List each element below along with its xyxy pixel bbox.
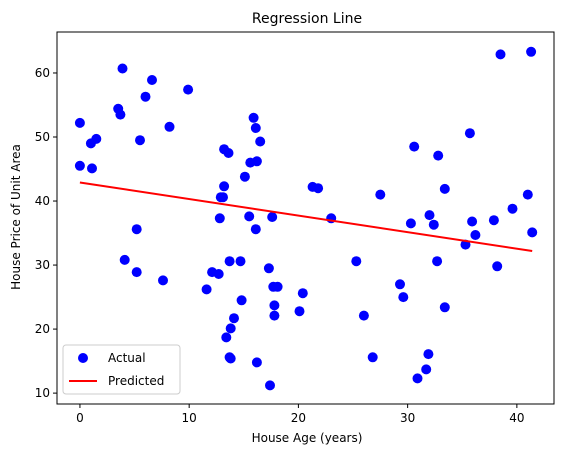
- data-point: [432, 256, 443, 267]
- data-point: [358, 310, 369, 321]
- data-point: [269, 300, 280, 311]
- x-tick-label: 30: [400, 411, 415, 425]
- data-point: [395, 279, 405, 290]
- data-point: [269, 310, 280, 321]
- data-point: [313, 183, 324, 194]
- data-point: [433, 150, 444, 161]
- data-point: [526, 46, 537, 57]
- chart-title: Regression Line: [252, 11, 362, 27]
- data-point: [351, 256, 362, 267]
- data-point: [251, 357, 262, 368]
- legend: Actual Predicted: [62, 344, 181, 395]
- x-tick-label: 40: [509, 411, 524, 425]
- data-point: [265, 380, 275, 391]
- data-point: [223, 148, 234, 158]
- data-point: [409, 141, 420, 152]
- legend-actual-marker: [78, 353, 88, 363]
- data-point: [250, 224, 261, 235]
- data-point: [263, 263, 274, 274]
- data-point: [225, 353, 236, 364]
- data-point: [117, 63, 128, 74]
- y-axis-label: House Price of Unit Area: [9, 144, 23, 290]
- plot-frame: [56, 31, 555, 405]
- data-point: [405, 218, 416, 229]
- data-point: [219, 181, 230, 192]
- data-point: [158, 275, 168, 286]
- data-point: [367, 352, 378, 363]
- data-point: [272, 281, 283, 292]
- data-point: [218, 192, 228, 203]
- legend-predicted-label: Predicted: [108, 374, 164, 388]
- data-point: [135, 135, 145, 146]
- data-point: [470, 230, 481, 240]
- data-point: [255, 136, 266, 147]
- data-point: [297, 288, 308, 299]
- data-point: [424, 210, 435, 221]
- data-marks: [74, 46, 538, 391]
- y-tick-label: 30: [35, 258, 50, 272]
- data-point: [467, 216, 478, 227]
- axis-ticks: 0 10 20 30 40 10 20 30 40 50 60: [35, 66, 525, 425]
- data-point: [225, 323, 236, 334]
- data-point: [398, 292, 409, 303]
- data-point: [423, 349, 434, 360]
- data-point: [213, 269, 224, 279]
- data-point: [183, 84, 194, 95]
- data-point: [239, 171, 250, 182]
- data-point: [229, 313, 239, 324]
- data-point: [147, 75, 157, 85]
- data-point: [131, 267, 142, 278]
- data-point: [74, 117, 85, 128]
- data-point: [140, 91, 151, 102]
- data-point: [294, 306, 305, 317]
- data-point: [412, 373, 423, 384]
- data-point: [439, 302, 450, 313]
- data-point: [201, 284, 212, 295]
- data-point: [119, 254, 130, 265]
- data-point: [439, 183, 450, 194]
- legend-actual-label: Actual: [108, 351, 146, 365]
- data-point: [115, 109, 126, 120]
- data-point: [236, 295, 247, 306]
- data-point: [74, 160, 85, 171]
- data-point: [267, 212, 278, 222]
- data-point: [495, 49, 506, 60]
- data-point: [131, 224, 142, 235]
- data-point: [235, 256, 246, 267]
- data-point: [250, 123, 261, 133]
- data-point: [221, 332, 232, 343]
- data-point: [375, 189, 386, 200]
- data-point: [164, 121, 175, 132]
- x-tick-label: 20: [291, 411, 306, 425]
- y-tick-label: 60: [35, 66, 50, 80]
- regression-line: [79, 181, 533, 252]
- data-point: [248, 112, 259, 123]
- data-point: [507, 203, 518, 214]
- y-tick-label: 20: [35, 322, 50, 336]
- data-point: [244, 211, 255, 222]
- data-point: [428, 219, 439, 230]
- y-tick-label: 10: [35, 386, 50, 400]
- data-point: [492, 261, 503, 272]
- data-point: [527, 227, 538, 238]
- data-point: [214, 213, 225, 224]
- data-point: [251, 156, 262, 167]
- x-tick-label: 10: [182, 411, 197, 425]
- data-point: [224, 256, 235, 267]
- y-tick-label: 50: [35, 130, 50, 144]
- y-tick-label: 40: [35, 194, 50, 208]
- data-point: [488, 215, 499, 226]
- x-tick-label: 0: [76, 411, 84, 425]
- data-point: [522, 189, 533, 200]
- data-point: [87, 163, 97, 174]
- x-axis-label: House Age (years): [252, 431, 363, 445]
- data-point: [421, 364, 432, 375]
- data-point: [464, 128, 475, 139]
- data-point: [91, 133, 102, 144]
